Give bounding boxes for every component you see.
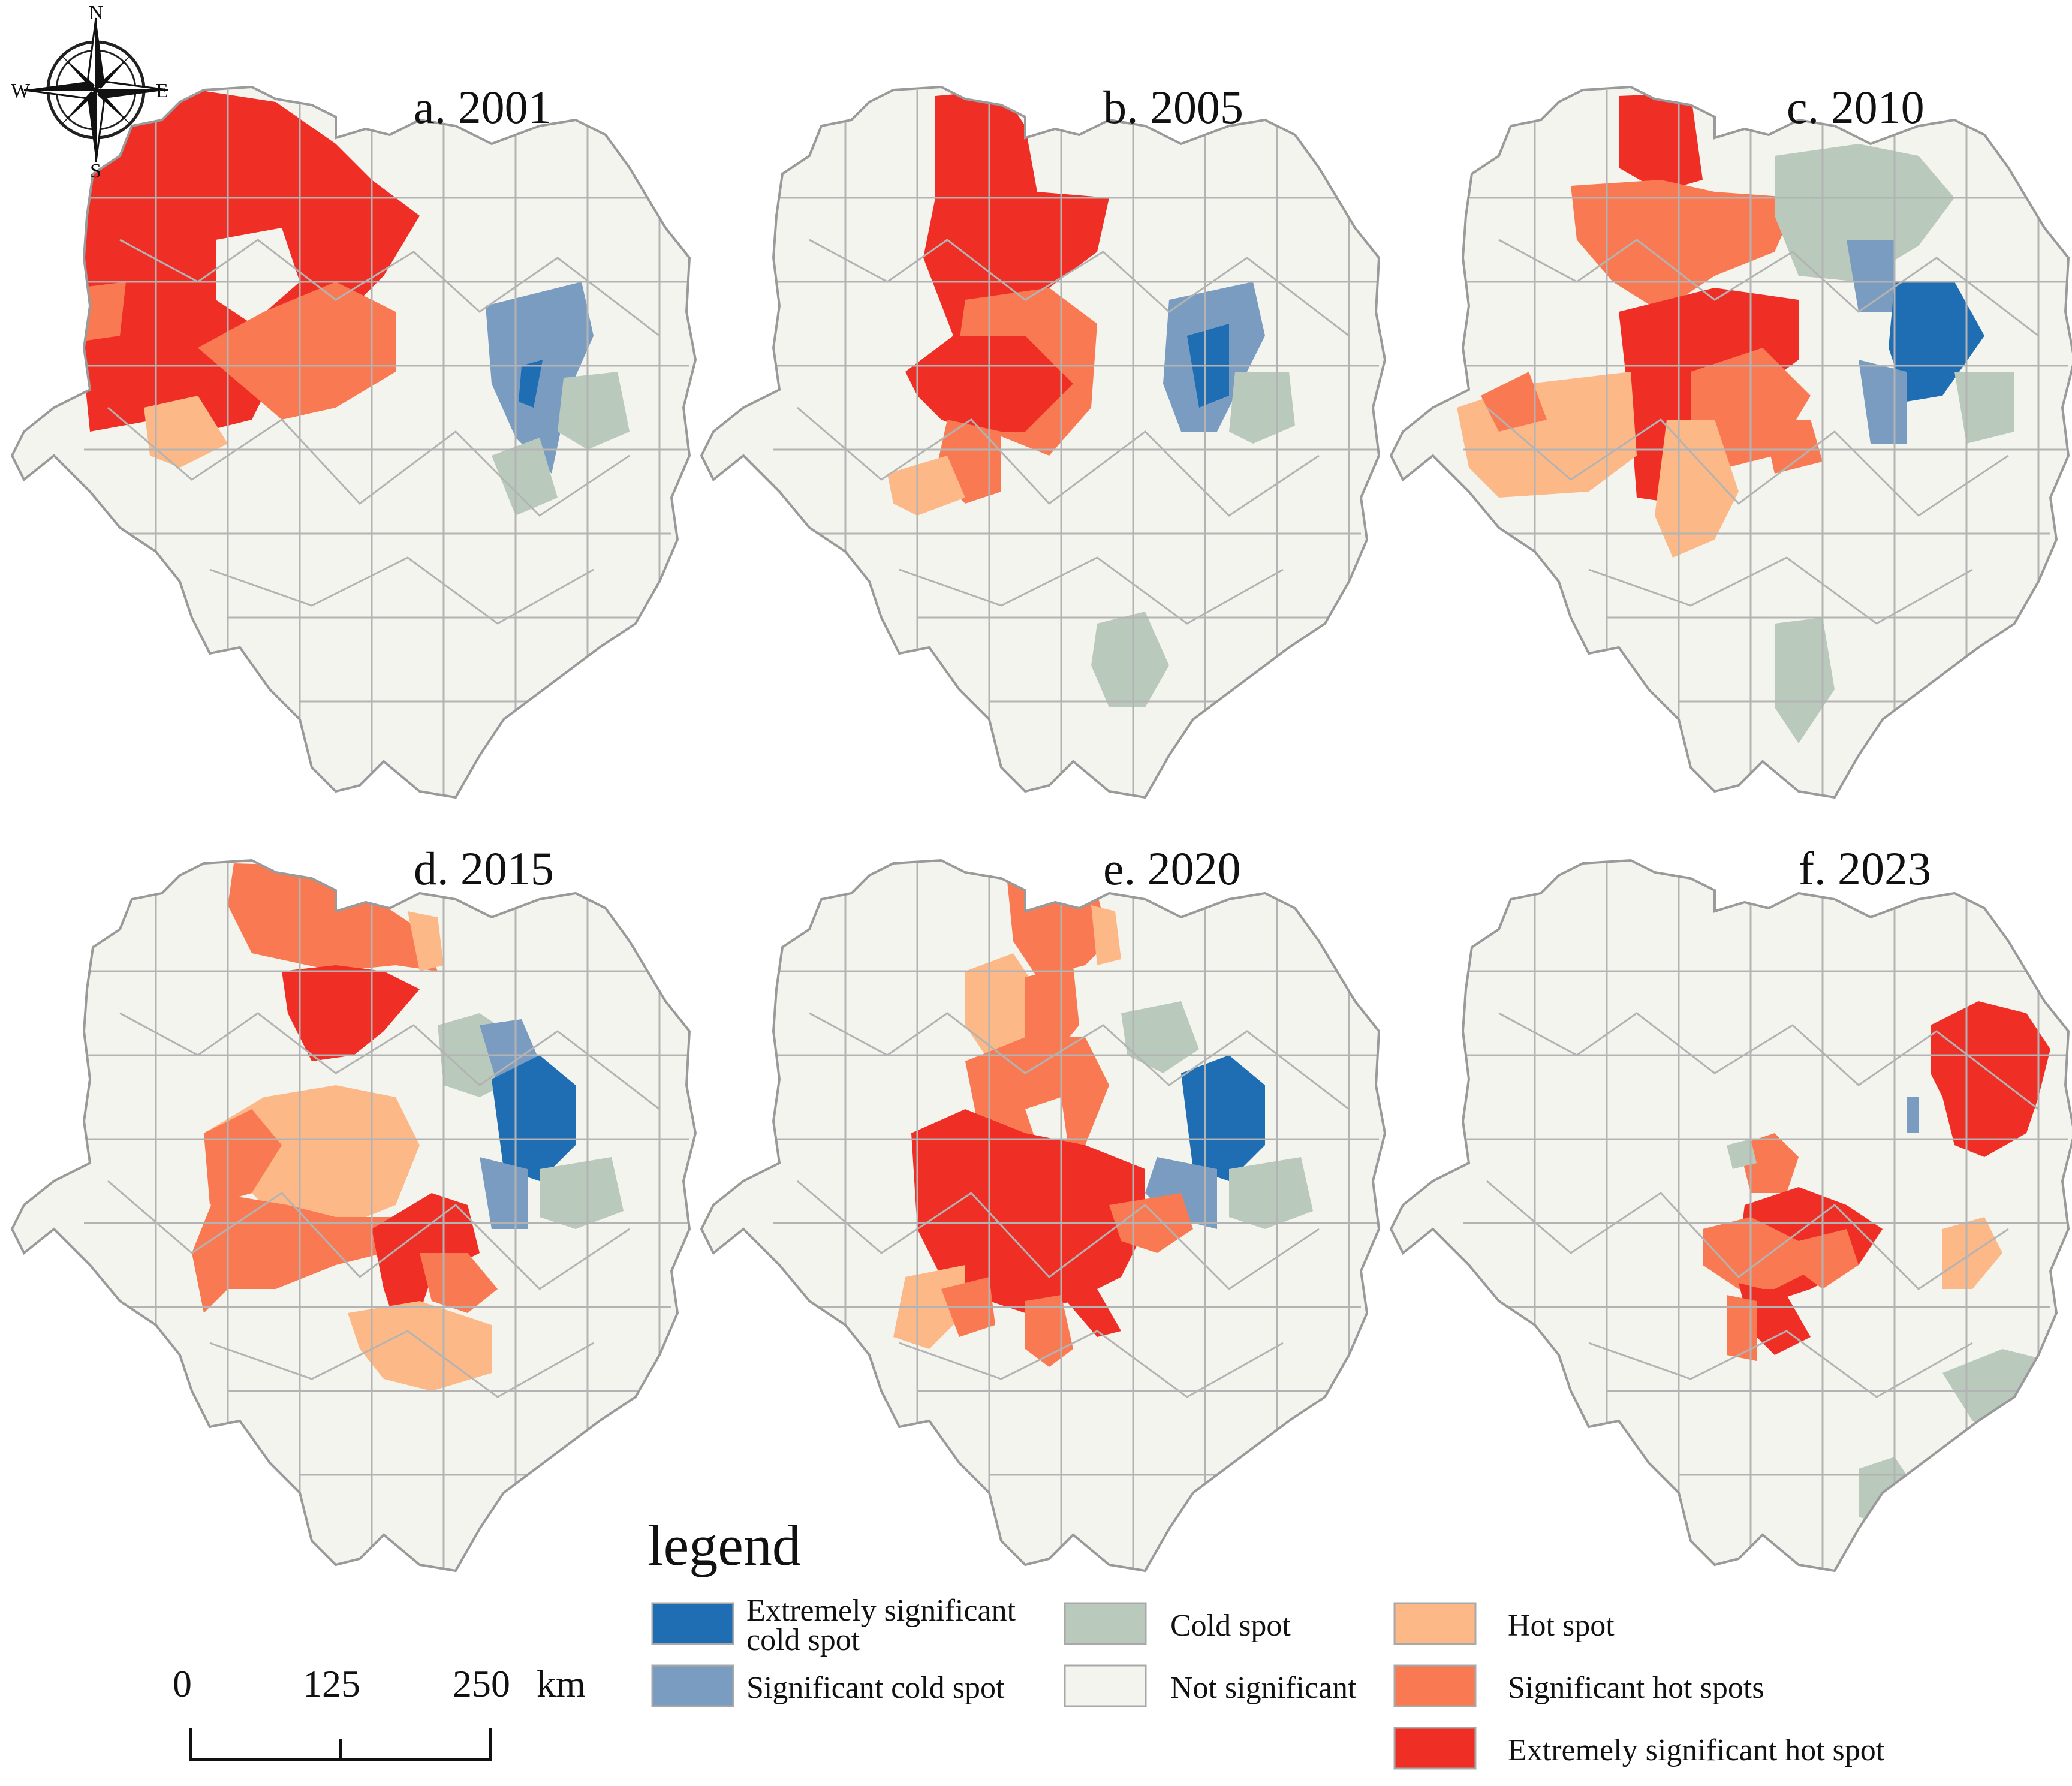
legend-title: legend [648,1513,801,1577]
legend-label-significant-cold-spot: Significant cold spot [746,1671,1005,1705]
county-boundaries [773,90,1379,797]
hot-spot-zone [408,911,444,971]
legend-label-cold-spot: Cold spot [1170,1609,1291,1643]
map-panel-d: d. 2015 [10,842,697,1573]
panel-title: f. 2023 [1799,842,1931,894]
significant-hot-spot-zone [204,1109,282,1205]
significant-hot-spot-zone [1799,1229,1859,1289]
cold-spot-zone [1091,612,1169,707]
legend-label-significant-hot-spots: Significant hot spots [1508,1671,1764,1705]
significant-cold-spot-zone [486,282,594,474]
scale-unit: km [537,1662,586,1705]
panel-title: a. 2001 [414,81,552,133]
scale-bar-line [189,1728,492,1761]
province-outline [1389,85,2072,799]
legend-swatch-hot-spot [1393,1602,1477,1645]
map-panel-b: b. 2005 [700,81,1387,799]
significant-cold-spot-zone [1907,1097,1919,1133]
compass-rose-icon: N S E W [11,2,168,182]
county-boundaries [1463,90,2068,797]
extremely-significant-hot-spot-zone [923,90,1109,336]
scale-label-125: 125 [303,1662,360,1705]
panel-title: b. 2005 [1103,81,1243,133]
significant-hot-spot-zone [1571,180,1799,312]
legend-swatch-cold-spot [1064,1602,1147,1645]
not-significant-area [1025,1097,1067,1145]
map-panel-c: c. 2010 [1389,81,2072,799]
cold-spot-zone [540,1157,624,1229]
compass-west-label: W [11,80,31,102]
legend-label-hot-spot: Hot spot [1508,1609,1615,1643]
cold-spot-zone [558,372,630,450]
county-boundaries [84,90,689,797]
legend-swatch-extremely-significant-hot-spot [1393,1727,1477,1770]
cold-spot-zone [1229,1157,1313,1229]
extremely-significant-hot-spot-zone [1931,1001,2050,1157]
compass-north-label: N [89,2,104,24]
hot-spot-zone [1091,905,1121,965]
extremely-significant-hot-spot-zone [282,965,420,1061]
province-outline [700,85,1387,799]
hot-spot-zone [965,953,1037,1061]
cold-spot-zone [1954,372,2014,444]
hot-spot-zone [1655,420,1739,558]
compass-east-label: E [156,80,168,102]
extremely-significant-hot-spot-zone [1619,93,1703,192]
significant-hot-spot-zone [1727,1295,1757,1361]
significant-cold-spot-zone [1847,240,1895,312]
panel-title: e. 2020 [1103,842,1241,894]
scale-label-0: 0 [173,1662,192,1705]
map-panel-f: f. 2023 [1389,842,2072,1573]
hot-spot-zone [348,1301,492,1391]
significant-hot-spot-zone [965,1037,1109,1145]
county-boundaries [84,863,689,1571]
significant-hot-spot-zone [1739,1133,1799,1193]
extremely-significant-cold-spot-zone [519,360,543,408]
cold-spot-zone [1775,618,1835,743]
county-boundaries [1463,863,2068,1571]
scale-bar: 0 125 250 km [173,1662,586,1761]
cold-spot-zone [1727,1139,1757,1169]
cold-spot-zone [1775,144,1954,282]
compass-south-label: S [90,160,101,182]
legend-swatch-significant-cold-spot [651,1664,734,1707]
county-boundaries [773,863,1379,1571]
scale-label-250: 250 [453,1662,510,1705]
extremely-significant-cold-spot-zone [492,1055,576,1181]
significant-hot-spot-zone [198,282,396,420]
panel-title: c. 2010 [1787,81,1925,133]
cold-spot-zone [1229,372,1295,444]
legend: legend Extremely significant cold spot S… [648,1513,1885,1770]
significant-hot-spot-zone [1703,1217,1811,1289]
province-outline [10,859,697,1573]
province-outline [1389,859,2072,1573]
legend-swatch-not-significant [1064,1664,1147,1707]
extremely-significant-hot-spot-zone [1061,1289,1121,1337]
extremely-significant-cold-spot-zone [1889,282,1984,402]
extremely-significant-cold-spot-zone [1181,1055,1265,1181]
legend-label-extremely-significant-cold-spot: Extremely significant [746,1594,1016,1628]
hot-spot-zone [887,456,965,516]
significant-hot-spot-zone [420,1253,498,1313]
map-panel-a: a. 2001 [10,81,697,799]
legend-swatch-significant-hot-spots [1393,1664,1477,1707]
not-significant-area [216,228,300,324]
province-outline [10,85,697,799]
significant-hot-spot-zone [228,863,438,971]
legend-label-not-significant: Not significant [1170,1671,1357,1705]
legend-label-extremely-significant-hot-spot: Extremely significant hot spot [1508,1733,1885,1767]
map-panel-e: e. 2020 [700,842,1387,1573]
panel-title: d. 2015 [414,842,554,894]
cold-spot-zone [492,438,558,516]
legend-swatch-extremely-significant-cold-spot [651,1602,734,1645]
legend-label-extremely-significant-cold-spot-line2: cold spot [746,1623,860,1657]
significant-hot-spot-zone [1763,420,1823,474]
province-outline [700,859,1387,1573]
extremely-significant-hot-spot-zone [911,1109,1145,1313]
